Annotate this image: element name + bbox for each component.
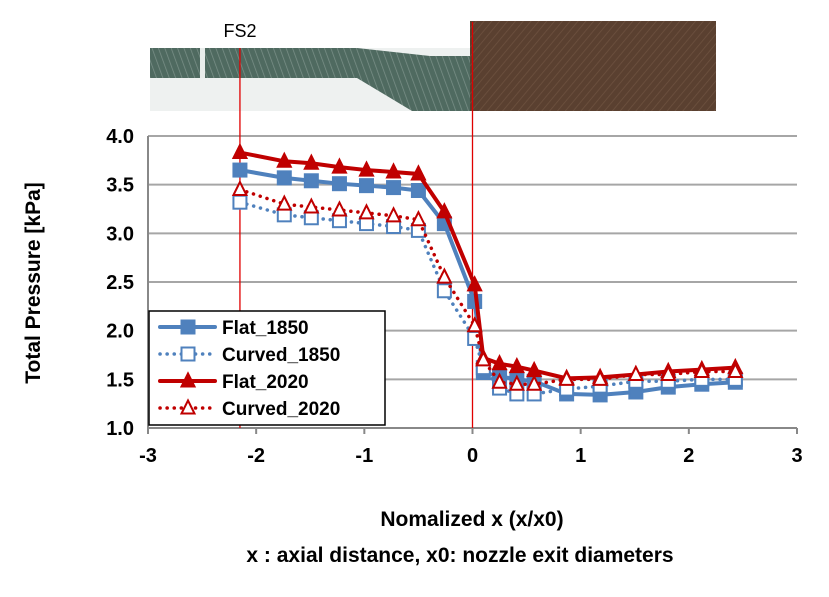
y-tick-label: 1.5	[106, 369, 134, 391]
fs2-label: FS2	[223, 21, 256, 41]
y-tick-label: 4.0	[106, 126, 134, 148]
x-tick-label: 3	[791, 445, 802, 467]
x-tick-label: -1	[355, 445, 373, 467]
data-point	[410, 209, 427, 227]
data-point	[358, 160, 375, 177]
legend-label: Flat_2020	[222, 372, 309, 393]
data-point	[660, 364, 677, 381]
x-tick-label: -2	[247, 445, 265, 467]
data-point	[491, 372, 508, 389]
data-point	[331, 157, 348, 174]
data-point	[410, 164, 427, 181]
data-point	[231, 142, 249, 160]
data-point	[358, 178, 374, 194]
legend-marker	[180, 319, 196, 335]
data-point	[508, 356, 525, 374]
legend-label: Flat_1850	[222, 318, 309, 339]
data-point	[436, 202, 453, 219]
data-point	[303, 197, 320, 214]
data-point	[386, 180, 402, 196]
y-tick-label: 3.5	[106, 175, 134, 197]
nozzle-wall	[150, 48, 470, 111]
y-tick-label: 1.0	[106, 418, 134, 440]
data-point	[276, 194, 293, 211]
legend-marker	[179, 398, 197, 415]
data-point	[232, 194, 248, 210]
data-point	[231, 179, 249, 197]
data-point	[276, 151, 293, 168]
data-point	[385, 162, 402, 179]
y-axis-label: Total Pressure [kPa]	[22, 182, 45, 384]
x-tick-label: -3	[139, 445, 157, 467]
x-tick-label: 2	[683, 445, 694, 467]
series-curved-2020	[231, 179, 744, 391]
data-point	[558, 369, 575, 386]
data-point	[508, 374, 525, 391]
data-point	[436, 283, 452, 299]
data-point	[410, 183, 426, 199]
data-point	[331, 200, 348, 217]
x-axis-label: Nomalized x (x/x0)	[380, 508, 563, 531]
data-point	[232, 162, 248, 178]
data-point	[276, 170, 292, 186]
data-point	[436, 267, 453, 284]
data-point	[627, 364, 644, 381]
data-point	[466, 275, 483, 292]
data-point	[385, 206, 402, 223]
legend: Flat_1850 Curved_1850 Flat_2020 Curved_2020	[148, 310, 386, 426]
legend-marker	[180, 346, 196, 362]
data-point	[331, 176, 347, 192]
nozzle-diagram: FS2	[150, 21, 716, 111]
data-point	[491, 354, 508, 371]
impingement-plate	[470, 21, 716, 111]
legend-marker	[179, 371, 197, 388]
x-tick-label: 0	[467, 445, 478, 467]
x-axis-note: x : axial distance, x0: nozzle exit diam…	[246, 544, 673, 567]
data-point	[466, 316, 483, 333]
data-point	[526, 374, 543, 391]
data-point	[727, 361, 744, 379]
y-tick-label: 2.0	[106, 321, 134, 343]
data-point	[303, 153, 320, 170]
data-point	[475, 350, 492, 367]
y-tick-label: 2.5	[106, 272, 134, 294]
legend-label: Curved_1850	[222, 345, 340, 366]
legend-label: Curved_2020	[222, 399, 340, 420]
data-point	[693, 361, 710, 379]
x-tick-label: 1	[575, 445, 586, 467]
data-point	[592, 369, 609, 386]
data-point	[303, 173, 319, 189]
y-tick-label: 3.0	[106, 223, 134, 245]
data-point	[358, 203, 375, 220]
